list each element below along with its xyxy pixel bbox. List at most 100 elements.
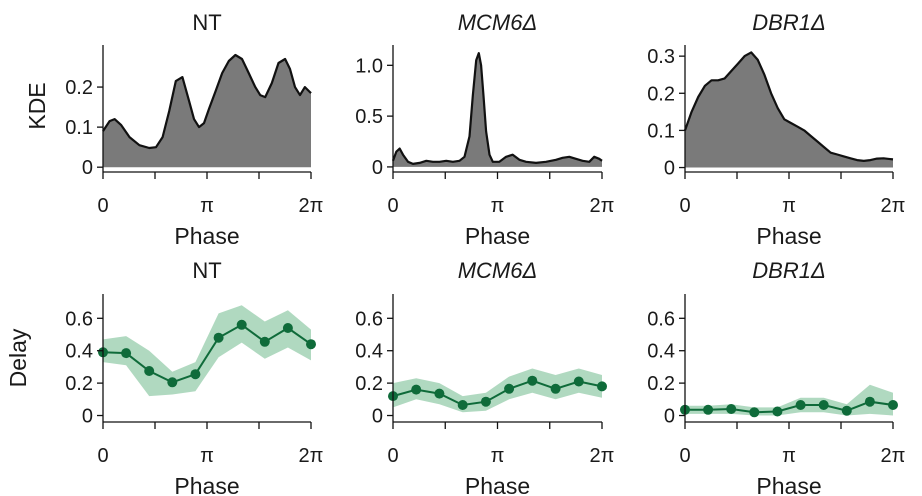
x-axis-label: Phase <box>174 473 239 496</box>
delay-point <box>772 406 783 417</box>
delay-point <box>236 319 247 330</box>
y-tick-label: 0.6 <box>65 308 93 330</box>
delay-line <box>685 400 894 414</box>
y-tick-label: 0.6 <box>647 308 675 330</box>
delay-point <box>434 388 445 399</box>
panel-title: NT <box>192 10 221 35</box>
y-tick-label: 0 <box>82 406 93 428</box>
panel-title: DBR1Δ <box>752 10 825 35</box>
panel-title: NT <box>192 258 221 283</box>
x-tick-label: π <box>200 445 214 467</box>
y-tick-label: 0.2 <box>647 83 675 105</box>
x-tick-label: π <box>491 445 505 467</box>
kde-line <box>391 52 603 165</box>
delay-point <box>480 396 491 407</box>
delay-point <box>888 400 898 410</box>
delay-point <box>259 336 270 347</box>
y-tick-label: 0.6 <box>355 308 383 330</box>
delay-point <box>411 384 422 395</box>
y-tick-label: 0 <box>82 157 93 179</box>
delay-point <box>573 376 584 387</box>
y-tick-label: 0.2 <box>355 373 383 395</box>
x-tick-label: 2π <box>881 195 906 217</box>
y-tick-label: 0.3 <box>647 46 675 68</box>
kde-area <box>685 52 893 168</box>
panel-kde-mcm6: MCM6Δ 0 0.5 1.0 0 π 2π Phase <box>355 10 614 249</box>
delay-point <box>597 381 607 392</box>
y-tick-label: 0.4 <box>647 341 675 363</box>
y-tick-label: 0.1 <box>647 120 675 142</box>
delay-line <box>392 379 603 407</box>
delay-point <box>703 404 714 415</box>
panel-title: MCM6Δ <box>458 10 538 35</box>
x-tick-label: 0 <box>97 445 108 467</box>
y-tick-label: 1.0 <box>355 55 383 77</box>
x-tick-label: 0 <box>679 195 690 217</box>
delay-point <box>795 400 806 410</box>
delay-point <box>749 407 760 418</box>
x-tick-label: 2π <box>299 445 324 467</box>
x-tick-label: 0 <box>679 445 690 467</box>
kde-area <box>103 55 311 168</box>
panel-kde-dbr1: DBR1Δ 0 0.1 0.2 0.3 0 π 2π Phase <box>647 10 905 249</box>
delay-point <box>144 366 155 376</box>
panel-delay-dbr1: DBR1Δ 0 0.2 0.4 0.6 0 π 2π Phase <box>647 258 905 496</box>
x-tick-label: π <box>782 195 796 217</box>
delay-point <box>213 332 224 343</box>
y-tick-label: 0 <box>664 406 675 428</box>
y-tick-label: 0.4 <box>65 341 93 363</box>
kde-area <box>393 53 602 167</box>
x-tick-label: 0 <box>97 195 108 217</box>
x-tick-label: π <box>782 445 796 467</box>
x-tick-label: 2π <box>590 445 615 467</box>
x-tick-label: 2π <box>881 445 906 467</box>
panel-title: DBR1Δ <box>752 258 825 283</box>
delay-point <box>121 348 132 359</box>
y-tick-label: 0.2 <box>647 373 675 395</box>
x-axis-label: Phase <box>465 223 530 249</box>
delay-point <box>726 404 737 414</box>
delay-confidence-band <box>685 384 893 416</box>
x-tick-label: π <box>491 195 505 217</box>
delay-point <box>190 369 201 380</box>
y-tick-label: 0 <box>372 157 383 179</box>
panel-delay-mcm6: MCM6Δ 0 0.2 0.4 0.6 0 π 2π Phase <box>355 258 614 496</box>
delay-confidence-band <box>393 368 602 413</box>
delay-row-label: Delay <box>5 328 31 387</box>
delay-point <box>550 383 561 394</box>
panel-kde-nt: NT 0 0.1 0.2 0 π 2π Phase <box>65 10 323 249</box>
delay-point <box>457 400 468 410</box>
x-tick-label: 0 <box>387 445 398 467</box>
delay-line <box>102 323 312 384</box>
delay-point <box>167 377 178 388</box>
x-tick-label: 0 <box>387 195 398 217</box>
panel-delay-nt: NT 0 0.2 0.4 0.6 0 π 2π Phase <box>65 258 323 496</box>
kde-line <box>683 51 894 162</box>
delay-point <box>504 383 515 394</box>
x-axis-label: Phase <box>174 223 239 249</box>
delay-point <box>864 396 875 407</box>
y-tick-label: 0 <box>664 158 675 180</box>
delay-confidence-band <box>103 305 311 397</box>
delay-point <box>841 405 852 416</box>
y-tick-label: 0.5 <box>355 106 383 128</box>
y-tick-label: 0.2 <box>65 77 93 99</box>
x-axis-label: Phase <box>465 473 530 496</box>
x-tick-label: 2π <box>590 195 615 217</box>
y-tick-label: 0.1 <box>65 117 93 139</box>
x-tick-label: π <box>200 195 214 217</box>
kde-line <box>102 53 312 150</box>
x-tick-label: 2π <box>299 195 324 217</box>
y-tick-label: 0.2 <box>65 373 93 395</box>
delay-point <box>282 323 293 333</box>
x-axis-label: Phase <box>756 223 821 249</box>
y-tick-label: 0 <box>372 406 383 428</box>
x-axis-label: Phase <box>756 473 821 496</box>
delay-point <box>527 375 538 386</box>
delay-point <box>818 400 829 410</box>
panel-title: MCM6Δ <box>458 258 538 283</box>
y-tick-label: 0.4 <box>355 341 383 363</box>
kde-row-label: KDE <box>24 82 50 129</box>
delay-point <box>306 339 316 350</box>
